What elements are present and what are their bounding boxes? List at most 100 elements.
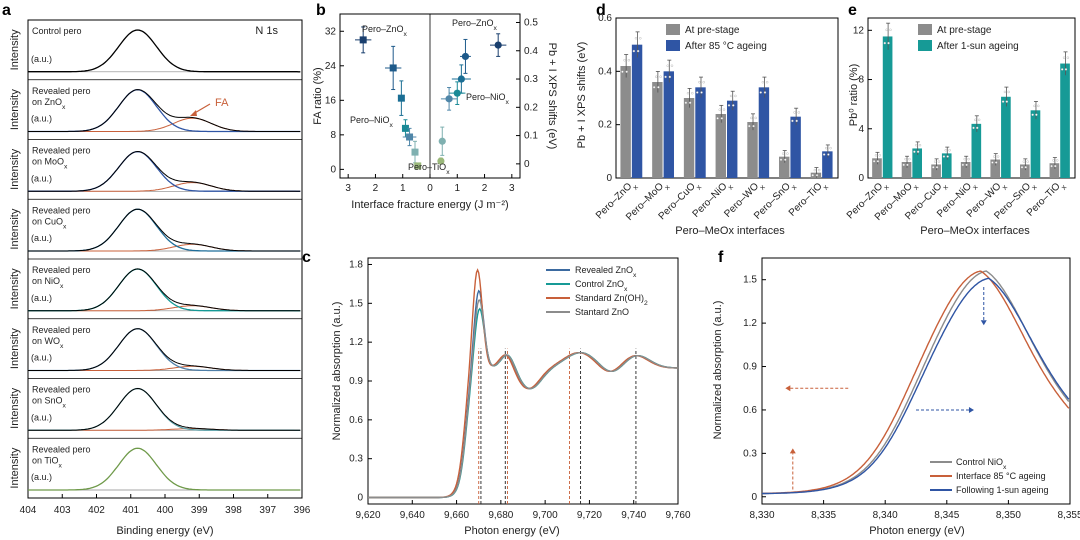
legend-label: Revealed ZnOx: [575, 265, 637, 279]
panel-b-label: b: [316, 2, 326, 19]
data-point-circle: [457, 75, 465, 83]
x-tick-label: 404: [20, 505, 37, 516]
xps-main-component: [28, 29, 301, 73]
x-tick-label: 8,340: [873, 510, 898, 521]
legend-swatch: [918, 40, 932, 51]
bar-scatter-dot: [972, 126, 975, 130]
panel-a-title: N 1s: [255, 25, 278, 37]
data-point-circle: [438, 137, 446, 145]
y-tick-label: 0.6: [349, 415, 363, 426]
y-tick-label: 1.2: [743, 318, 757, 329]
bar-scatter-dot: [623, 59, 626, 62]
strip-label-line1: Control pero: [32, 26, 82, 36]
bar-scatter-dot: [718, 108, 721, 111]
panel-e-label: e: [848, 2, 857, 19]
data-point-circle: [437, 157, 445, 165]
shift-arrow-down-head: [980, 320, 987, 326]
x-tick-label: 9,680: [488, 510, 513, 521]
bar-scatter-dot: [1037, 104, 1040, 108]
x-tick-label: 1: [400, 183, 406, 194]
legend-label: At pre-stage: [937, 25, 992, 36]
strip-label-line2: on WOx: [32, 336, 64, 350]
x-tick-label: 1: [454, 183, 460, 194]
strip-ylabel: Intensity: [9, 328, 21, 369]
x-tick-label: 9,760: [665, 510, 690, 521]
bar-scatter-dot: [759, 91, 762, 94]
y-tick-label: 0.9: [743, 362, 757, 373]
strip-ylabel: Intensity: [9, 387, 21, 428]
y-tick-label-right: 0.5: [524, 17, 538, 28]
xps-fa-component: [28, 243, 301, 252]
bar-scatter-dot: [634, 37, 638, 40]
bar-scatter-dot: [752, 124, 755, 128]
y-tick-label: 1.5: [743, 275, 757, 286]
strip-ylabel-unit: (a.u.): [31, 173, 52, 183]
bar-scatter-dot: [1007, 90, 1010, 94]
bar-scatter-dot: [720, 117, 724, 120]
x-tick-label: 9,660: [444, 510, 469, 521]
bar-scatter-dot: [793, 111, 796, 114]
y-tick-label: 24: [325, 61, 337, 72]
bar-scatter-dot: [1024, 166, 1027, 169]
bar-scatter-dot: [967, 157, 970, 161]
strip-label-line2: on NiOx: [32, 276, 64, 290]
bar-scatter-dot: [1061, 68, 1064, 71]
panel-b-ylabel-left: FA ratio (%): [312, 67, 324, 124]
bar-scatter-dot: [684, 101, 688, 105]
x-tick-label: 8,335: [811, 510, 836, 521]
bar: [882, 36, 893, 178]
bar-scatter-dot: [994, 161, 998, 164]
bar-scatter-dot: [688, 101, 692, 105]
bar-scatter-dot: [885, 28, 888, 32]
xps-main-component: [28, 89, 301, 133]
xps-main-component: [28, 208, 301, 252]
strip-label-line1: Revealed pero: [32, 444, 91, 454]
bar-scatter-dot: [904, 157, 907, 161]
strip-ylabel-unit: (a.u.): [31, 293, 52, 303]
panel-c-ylabel: Normalized absorption (a.u.): [331, 302, 343, 441]
bar-scatter-dot: [883, 41, 886, 45]
y-tick-label-right: 0.4: [524, 46, 538, 57]
strip-label-line2: on TiOx: [32, 455, 63, 469]
bar: [695, 87, 706, 178]
bar-scatter-dot: [918, 143, 922, 147]
bar-scatter-dot: [729, 94, 733, 98]
bar-scatter-dot: [1026, 160, 1029, 163]
bar-scatter-dot: [797, 111, 801, 114]
bar-scatter-dot: [791, 119, 794, 123]
label-niox-right: Pero–NiOx: [466, 92, 510, 106]
bar: [652, 82, 663, 178]
strip-label-line2: on SnOx: [32, 396, 67, 410]
bar-scatter-dot: [815, 174, 819, 177]
bar: [931, 164, 941, 178]
bar-scatter-dot: [829, 146, 832, 150]
bar-scatter-dot: [748, 124, 751, 128]
bar-scatter-dot: [825, 146, 828, 150]
bar-scatter-dot: [1003, 90, 1007, 94]
fa-annotation: FA: [215, 97, 229, 109]
panel-c-label: c: [302, 249, 311, 266]
legend-label: After 85 °C ageing: [685, 41, 767, 52]
panel-c-content: 0 0.3 0.6 0.9 1.2 1.5 1.8 9,620 9,640 9,660 9,680 9…: [349, 257, 691, 521]
bar-scatter-dot: [781, 152, 785, 155]
bar: [960, 162, 971, 178]
bar-scatter-dot: [702, 81, 705, 84]
bar-scatter-dot: [817, 168, 821, 172]
strip-label-line2: on MoOx: [32, 157, 68, 171]
legend-label: Control NiOx: [956, 457, 1007, 471]
shift-arrow-right-head: [968, 406, 974, 413]
xps-fa-component: [28, 117, 301, 132]
y-tick-label-right: 0: [524, 159, 530, 170]
data-point-square: [397, 94, 405, 102]
bar-scatter-dot: [965, 163, 968, 167]
legend-label: After 1-sun ageing: [937, 41, 1019, 52]
x-tick-label: 0: [427, 183, 433, 194]
bar: [1030, 110, 1041, 178]
x-tick-label: 8,355: [1057, 510, 1080, 521]
x-tick-label: 396: [294, 505, 311, 516]
bar-scatter-dot: [948, 149, 951, 152]
xps-main-component: [28, 447, 301, 491]
legend-label: Following 1-sun ageing: [956, 485, 1049, 495]
data-point-square: [406, 133, 414, 141]
y-tick-label: 0: [330, 164, 336, 175]
